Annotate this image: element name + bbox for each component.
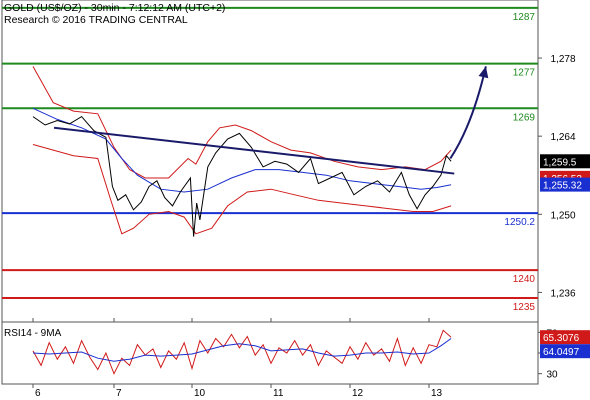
rsi-series-2 [32, 338, 452, 362]
rsi-title: RSI14 - 9MA [4, 328, 62, 339]
time-tick-label-1: 6 [35, 388, 41, 399]
rsi-badge-1-box [540, 330, 590, 345]
projection-arrow [449, 66, 487, 160]
rsi-series-1 [32, 329, 452, 375]
price-badge-1-box [540, 154, 590, 169]
price-badge-1-text: 1,259.5 [543, 157, 577, 168]
price-y-axis: 1,278 1,264 1,250 1,236 [538, 54, 576, 299]
projection-arrowhead [478, 66, 489, 79]
chart-title: GOLD (US$/OZ) - 30min - 7:12:12 AM (UTC+… [4, 2, 225, 14]
time-x-axis: 6 7 10 11 12 13 [32, 318, 443, 399]
support-level-1-label: 1240 [513, 274, 536, 285]
rsi-badge-1-text: 65.3076 [543, 333, 580, 344]
rsi-panel-frame [1, 321, 539, 385]
price-tick-label-3: 1,250 [550, 210, 575, 221]
price-tick-label-2: 1,264 [550, 132, 575, 143]
time-tick-label-6: 13 [431, 388, 443, 399]
bollinger-lower-band [32, 144, 452, 235]
pivot-level-label: 1250.2 [504, 217, 535, 228]
time-tick-label-5: 12 [352, 388, 364, 399]
time-tick-label-3: 10 [194, 388, 206, 399]
price-panel-frame [1, 0, 539, 323]
price-badge-3-text: 1,255.32 [543, 181, 582, 192]
time-tick-label-4: 11 [273, 388, 284, 399]
price-badge-3-box [540, 177, 590, 192]
price-tick-label-1: 1,278 [550, 54, 575, 65]
price-series [32, 66, 452, 237]
bollinger-upper-band [32, 66, 452, 179]
resistance-level-2-label: 1277 [513, 68, 536, 79]
rsi-badge-2-text: 64.0497 [543, 347, 580, 358]
chart-subtitle: Research © 2016 TRADING CENTRAL [4, 14, 188, 26]
resistance-level-3-label: 1269 [513, 112, 536, 123]
support-level-2-label: 1235 [513, 302, 536, 313]
rsi-tick-label-3: 30 [546, 370, 558, 381]
price-levels: 1287 1277 1269 1250.2 1240 1235 [2, 6, 538, 313]
resistance-trendline [53, 126, 455, 175]
price-tick-label-4: 1,236 [550, 288, 575, 299]
time-tick-label-2: 7 [116, 388, 122, 399]
rsi-badge-2-box [540, 344, 590, 359]
resistance-level-1-label: 1287 [513, 12, 536, 23]
rsi-series [32, 329, 452, 375]
trend-annotations [53, 66, 489, 175]
price-line [32, 115, 452, 237]
